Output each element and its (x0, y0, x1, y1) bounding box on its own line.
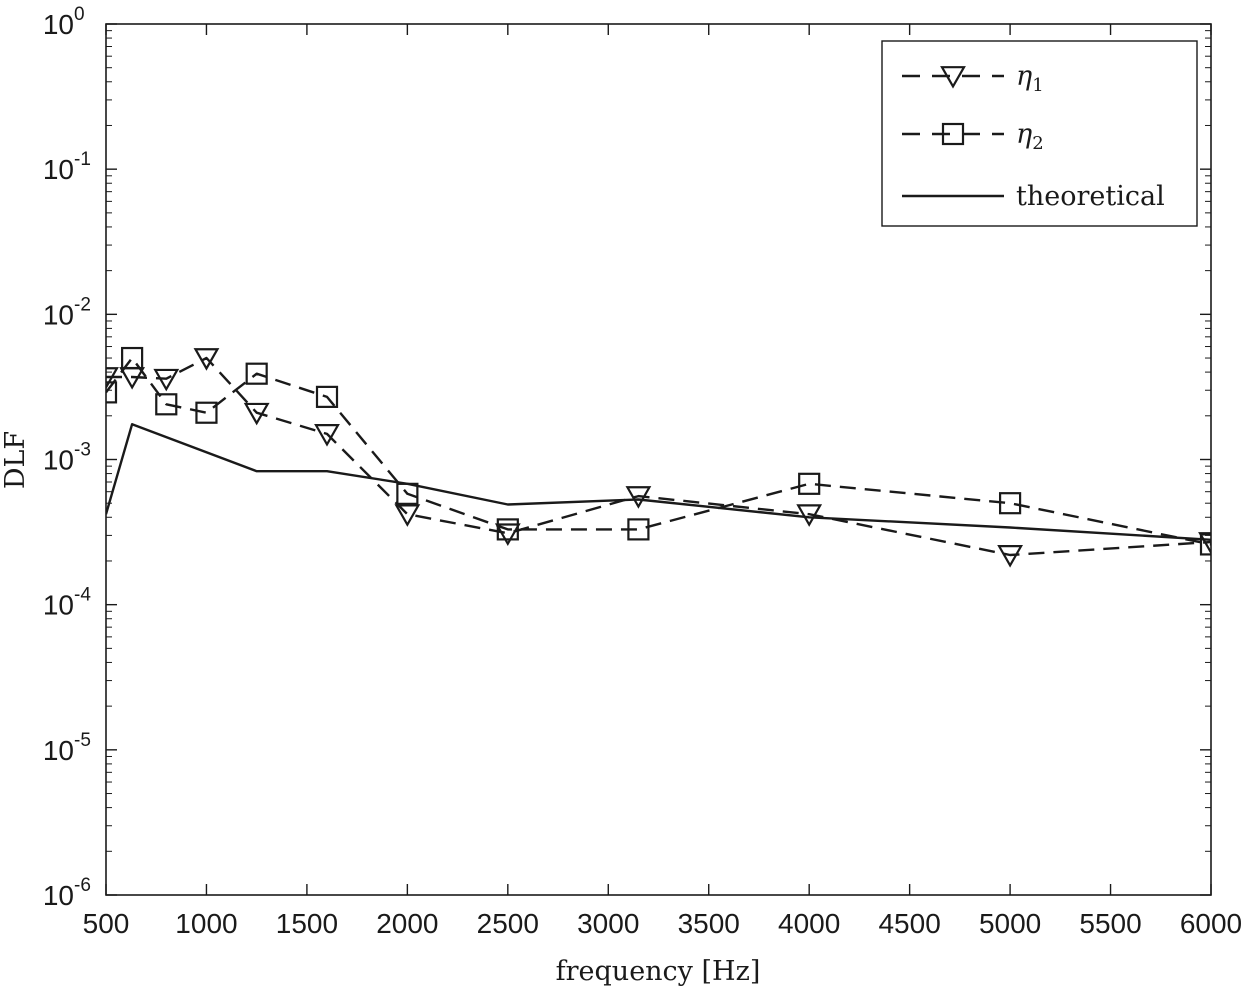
series-line-eta-2 (106, 356, 1211, 546)
data-point-eta-1 (314, 424, 340, 447)
data-point-eta-1 (997, 545, 1023, 568)
x-tick-label: 1500 (276, 908, 338, 939)
data-point-eta-1 (625, 486, 652, 509)
data-point-eta-2 (1199, 533, 1211, 556)
series-layer (106, 346, 1211, 568)
legend-symbol: η (1016, 61, 1032, 92)
y-tick-label-exponent: -2 (74, 294, 91, 315)
legend-symbol: η (1016, 119, 1032, 150)
x-tick-label: 6000 (1180, 908, 1242, 939)
y-tick-label: 10 (43, 154, 74, 185)
y-tick-label-exponent: -4 (74, 585, 91, 606)
x-tick-label: 2000 (376, 908, 438, 939)
data-point-eta-2 (315, 385, 339, 408)
legend-subscript: 2 (1032, 133, 1043, 154)
series-line-theoretical (106, 423, 1211, 541)
series-clip-group (106, 346, 1211, 568)
data-point-eta-1 (796, 504, 823, 527)
y-tick-label-exponent: -1 (74, 149, 91, 170)
x-tick-label: 5000 (979, 908, 1041, 939)
y-tick-label-exponent: -3 (74, 440, 91, 461)
data-point-eta-2 (195, 401, 218, 424)
y-tick-label: 10 (43, 880, 74, 911)
y-axis-label: DLF (0, 431, 31, 489)
legend-marker-triangle (940, 66, 966, 89)
data-point-eta-2 (121, 346, 144, 370)
x-tick-label: 4500 (878, 908, 940, 939)
data-point-eta-1 (1198, 532, 1211, 555)
legend-label-0: η1 (1016, 61, 1044, 96)
legend-label-2: theoretical (1016, 181, 1165, 212)
data-point-eta-1 (394, 504, 421, 527)
x-axis-label: frequency [Hz] (556, 956, 761, 987)
x-tick-label: 5500 (1079, 908, 1141, 939)
x-tick-label: 3000 (577, 908, 639, 939)
data-point-eta-2 (627, 518, 650, 541)
legend-marker-square (941, 122, 965, 146)
y-tick-label: 10 (43, 445, 74, 476)
y-tick-label-exponent: -6 (74, 875, 91, 896)
x-tick-label: 3500 (678, 908, 740, 939)
data-point-eta-2 (798, 472, 821, 495)
data-point-eta-1 (494, 523, 521, 547)
data-point-eta-2 (245, 362, 268, 385)
legend-label-1: η2 (1016, 119, 1044, 154)
y-tick-label: 10 (43, 735, 74, 766)
x-tick-label: 1000 (175, 908, 237, 939)
data-point-eta-2 (496, 518, 519, 541)
data-point-eta-1 (106, 367, 119, 390)
x-tick-label: 500 (83, 908, 130, 939)
y-tick-label-exponent: 0 (74, 4, 85, 25)
y-tick-label: 10 (43, 590, 74, 621)
data-point-eta-2 (155, 393, 178, 416)
y-tick-label-exponent: -5 (74, 730, 91, 751)
data-point-eta-2 (998, 492, 1022, 515)
data-point-eta-1 (153, 368, 180, 392)
x-tick-label: 4000 (778, 908, 840, 939)
data-point-eta-2 (106, 381, 118, 404)
legend-subscript: 1 (1032, 75, 1043, 96)
y-tick-label: 10 (43, 299, 74, 330)
series-line-eta-1 (106, 356, 1211, 557)
axis-tick-labels: 500 1000 1500 2000 2500 3000 3500 4000 4500 5000 5… (43, 4, 1242, 939)
x-tick-label: 2500 (477, 908, 539, 939)
data-point-eta-1 (243, 402, 270, 426)
y-tick-label: 10 (43, 9, 74, 40)
data-point-eta-1 (193, 348, 220, 371)
